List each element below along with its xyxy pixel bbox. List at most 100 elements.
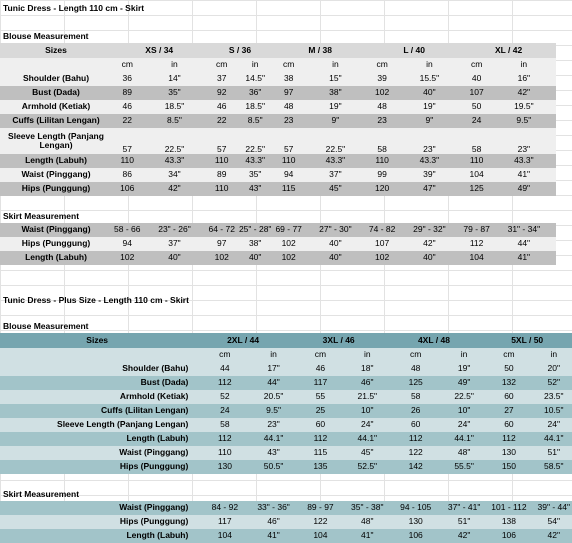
spacer-row [0, 474, 572, 488]
skirt-value: 130 [386, 515, 446, 529]
measurement-value: 23 [367, 114, 397, 128]
measurement-value: 57 [206, 128, 236, 154]
measurement-value: 142 [386, 460, 446, 474]
measurement-value: 23" [255, 418, 292, 432]
skirt-value: 102 [206, 251, 236, 265]
skirt-value: 69 - 77 [273, 223, 303, 237]
section-title-row: Blouse Measurement [0, 30, 556, 43]
skirt-value: 41" [255, 529, 292, 543]
skirt-value: 23" - 26" [142, 223, 206, 237]
skirt-value: 104 [194, 529, 255, 543]
unit-in: in [142, 58, 206, 72]
size-header: M / 38 [273, 43, 366, 58]
size-header: 4XL / 48 [386, 333, 483, 348]
spacer-row [0, 196, 556, 210]
measurement-value: 94 [273, 168, 303, 182]
measurement-value: 24" [446, 418, 483, 432]
size-header: S / 36 [206, 43, 273, 58]
measurement-value: 43.3" [142, 154, 206, 168]
measurement-value: 10" [446, 404, 483, 418]
measurement-value: 18" [349, 362, 386, 376]
measurement-value: 44.1" [446, 432, 483, 446]
unit-cm: cm [386, 348, 446, 362]
skirt-value: 27" - 30" [304, 223, 367, 237]
measurement-value: 9" [304, 114, 367, 128]
skirt-value: 42" [536, 529, 572, 543]
measurement-value: 45" [349, 446, 386, 460]
skirt-label: Length (Labuh) [0, 529, 194, 543]
measurement-value: 104 [461, 168, 491, 182]
measurement-value: 97 [273, 86, 303, 100]
measurement-value: 46 [206, 100, 236, 114]
measurement-value: 41" [492, 168, 556, 182]
unit-in: in [349, 348, 386, 362]
measurement-value: 125 [461, 182, 491, 196]
skirt-value: 42" [446, 529, 483, 543]
measurement-label: Length (Labuh) [0, 432, 194, 446]
spacer [0, 474, 536, 488]
skirt-value: 84 - 92 [194, 501, 255, 515]
skirt-value: 104 [461, 251, 491, 265]
unit-cm: cm [482, 348, 535, 362]
skirt-value: 40" [397, 251, 461, 265]
measurement-value: 43" [237, 182, 274, 196]
measurement-value: 34" [142, 168, 206, 182]
skirt-label: Hips (Punggung) [0, 515, 194, 529]
measurement-value: 43" [255, 446, 292, 460]
measurement-value: 52" [536, 376, 572, 390]
measurement-value: 36 [112, 72, 142, 86]
skirt-value: 29" - 32" [397, 223, 461, 237]
measurement-value: 120 [367, 182, 397, 196]
skirt-value: 42" [397, 237, 461, 251]
skirt-value: 44" [492, 237, 556, 251]
measurement-label: Hips (Punggung) [0, 182, 112, 196]
measurement-value: 60 [482, 418, 535, 432]
measurement-label: Cuffs (Lilitan Lengan) [0, 404, 194, 418]
skirt-value: 104 [292, 529, 349, 543]
measurement-value: 46 [112, 100, 142, 114]
measurement-label: Shoulder (Bahu) [0, 362, 194, 376]
size-header: 3XL / 46 [292, 333, 386, 348]
unit-in: in [304, 58, 367, 72]
skirt-value: 54" [536, 515, 572, 529]
measurement-value: 50 [482, 362, 535, 376]
measurement-value: 10.5" [536, 404, 572, 418]
blouse-measurement-title: Blouse Measurement [0, 320, 536, 333]
skirt-value: 41" [349, 529, 386, 543]
measurement-value: 22.5" [304, 128, 367, 154]
measurement-value: 50 [461, 100, 491, 114]
measurement-value: 20.5" [255, 390, 292, 404]
measurement-label: Bust (Dada) [0, 86, 112, 100]
measurement-value: 52.5" [349, 460, 386, 474]
skirt-value: 40" [237, 251, 274, 265]
measurement-label: Cuffs (Lilitan Lengan) [0, 114, 112, 128]
skirt-value: 102 [367, 251, 397, 265]
measurement-value: 60 [386, 418, 446, 432]
measurement-value: 115 [273, 182, 303, 196]
unit-in: in [397, 58, 461, 72]
skirt-value: 35" - 38" [349, 501, 386, 515]
skirt-value: 40" [142, 251, 206, 265]
measurement-value: 8.5" [142, 114, 206, 128]
measurement-value: 43.3" [492, 154, 556, 168]
measurement-label: Bust (Dada) [0, 376, 194, 390]
measurement-value: 9.5" [255, 404, 292, 418]
measurement-value: 57 [112, 128, 142, 154]
section-title-row: Skirt Measurement [0, 210, 556, 223]
unit-cm: cm [367, 58, 397, 72]
measurement-value: 24" [536, 418, 572, 432]
measurement-value: 110 [194, 446, 255, 460]
measurement-value: 112 [194, 376, 255, 390]
skirt-value: 102 [112, 251, 142, 265]
measurement-value: 48 [367, 100, 397, 114]
skirt-value: 106 [482, 529, 535, 543]
section-title-row: Skirt Measurement [0, 488, 572, 501]
measurement-value: 8.5" [237, 114, 274, 128]
measurement-label: Armhold (Ketiak) [0, 390, 194, 404]
